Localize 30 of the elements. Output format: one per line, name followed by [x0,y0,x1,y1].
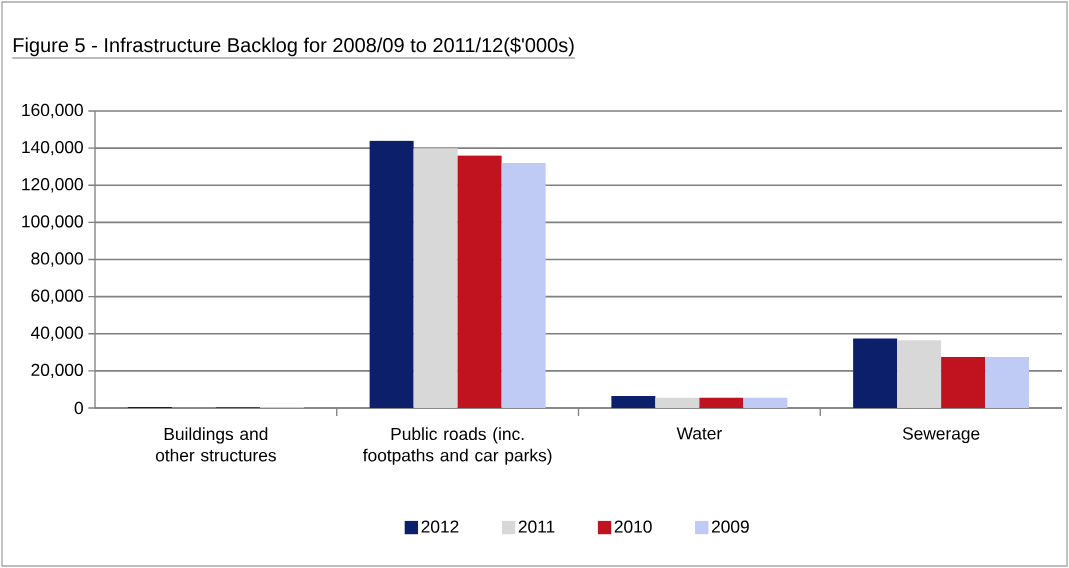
legend-label: 2011 [518,520,555,533]
y-tick-label: 20,000 [31,363,83,379]
legend-label: 2009 [711,520,749,533]
y-tick-label: 100,000 [22,215,83,230]
y-tick-label: 120,000 [22,178,83,193]
chart-title: Figure 5 - Infrastructure Backlog for 2008/09 to 2011/12($'000s) [13,37,574,57]
y-tick-label: 60,000 [31,289,83,304]
y-tick-label: 80,000 [31,252,83,267]
bar [699,397,744,408]
bar [457,155,502,408]
bar [743,397,788,408]
y-tick-label: 40,000 [31,326,83,341]
x-tick-label: Public roads (inc. footpaths and car parks) [362,427,552,465]
bar [369,140,414,408]
bar [853,338,898,408]
y-tick-label: 160,000 [22,103,83,119]
bar [897,340,942,408]
bar [941,356,986,408]
legend-label: 2010 [614,520,652,533]
legend-label: 2012 [421,520,459,533]
y-tick-label: 0 [74,401,83,415]
bar [611,395,656,408]
y-tick-label: 140,000 [22,140,83,156]
bar [655,397,700,408]
bar [501,162,546,408]
bar [413,148,458,408]
x-tick-label: Buildings and other structures [155,427,276,462]
x-tick-label: Water [676,427,722,440]
bar [985,356,1030,408]
x-tick-label: Sewerage [902,427,980,444]
